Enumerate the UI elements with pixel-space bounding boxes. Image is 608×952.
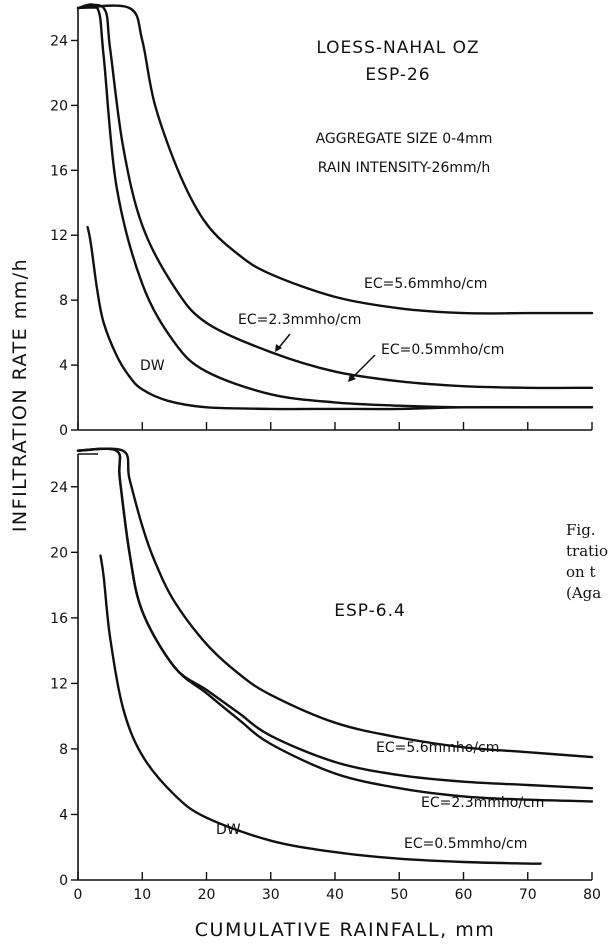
bottom-label-ec-2-3: EC=2.3mmho/cm [421,795,544,811]
bottom-panel-curves [76,447,594,865]
top-curve-ec-2-3 [76,3,594,390]
top-panel-subtitle: ESP-26 [365,65,430,85]
top-y-tick-label: 12 [50,228,68,244]
bottom-x-tick-label: 0 [74,887,83,903]
bottom-y-tick-label: 24 [50,480,68,496]
bottom-curve-dw [99,554,542,865]
caption-line-2: tratio [566,542,608,560]
top-curve-ec-5-6 [76,4,594,315]
top-pointer-ec-2-3-head [275,344,282,352]
bottom-curve-ec-0-5 [76,447,594,803]
x-axis-title: CUMULATIVE RAINFALL, mm [195,919,495,941]
bottom-y-tick-label: 20 [50,545,68,561]
top-panel-curves [76,3,594,411]
bottom-y-tick-label: 16 [50,611,68,627]
cropped-figure-caption: Fig. tratio on t (Aga [566,521,608,602]
bottom-x-tick-label: 30 [262,887,280,903]
bottom-panel-title: ESP-6.4 [334,601,406,621]
top-y-tick-label: 0 [59,423,68,439]
top-y-tick-label: 24 [50,33,68,49]
caption-line-3: on t [566,563,596,581]
bottom-panel-esp-6-4: 0 4 8 12 16 20 24 0 10 20 30 40 50 60 70 80 ESP-6.4 EC=… [50,447,601,903]
aggregate-size-note: AGGREGATE SIZE 0-4mm [316,131,493,147]
bottom-x-tick-label: 60 [455,887,473,903]
top-label-ec-0-5: EC=0.5mmho/cm [381,342,504,358]
rain-intensity-note: RAIN INTENSITY-26mm/h [318,160,490,176]
bottom-x-tick-label: 20 [198,887,216,903]
bottom-x-tick-label: 40 [326,887,344,903]
bottom-panel-axes [77,453,592,881]
bottom-x-tick-label: 50 [390,887,408,903]
top-label-ec-2-3: EC=2.3mmho/cm [238,312,361,328]
top-panel-title: LOESS-NAHAL OZ [316,38,479,58]
top-label-dw: DW [140,358,165,374]
bottom-label-dw: DW [216,822,241,838]
bottom-label-ec-5-6: EC=5.6mmho/cm [376,740,499,756]
y-axis-title: INFILTRATION RATE mm/h [9,258,31,532]
top-y-tick-label: 20 [50,98,68,114]
top-pointer-ec-0-5 [351,354,376,379]
top-label-ec-5-6: EC=5.6mmho/cm [364,276,487,292]
top-curve-ec-0-5 [76,3,594,409]
bottom-panel-ticks: 0 4 8 12 16 20 24 0 10 20 30 40 50 60 70 80 [50,480,601,903]
bottom-y-tick-label: 0 [59,873,68,889]
bottom-curve-ec-5-6 [76,447,594,759]
bottom-label-ec-0-5: EC=0.5mmho/cm [404,836,527,852]
bottom-x-tick-label: 10 [133,887,151,903]
top-y-tick-label: 16 [50,163,68,179]
top-pointer-ec-0-5-head [348,374,356,382]
caption-line-4: (Aga [566,584,601,602]
top-y-tick-label: 8 [59,293,68,309]
top-panel-esp-26: 0 4 8 12 16 20 24 LOESS-NAHAL OZ ESP-26 AGGREG… [50,3,594,439]
bottom-y-tick-label: 12 [50,676,68,692]
bottom-x-tick-label: 70 [519,887,537,903]
caption-line-1: Fig. [566,521,596,539]
top-y-tick-label: 4 [59,358,68,374]
bottom-y-tick-label: 4 [59,807,68,823]
bottom-y-tick-label: 8 [59,742,68,758]
bottom-x-tick-label: 80 [583,887,601,903]
top-curve-dw [86,225,594,411]
top-panel-ticks: 0 4 8 12 16 20 24 [50,33,593,439]
